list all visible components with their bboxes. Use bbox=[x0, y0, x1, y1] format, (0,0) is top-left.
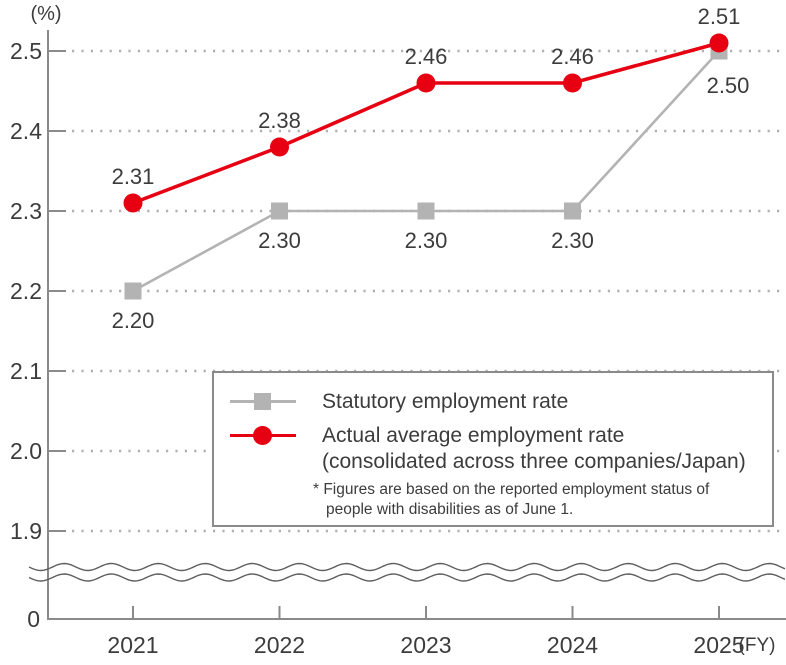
legend-sample-statutory bbox=[230, 389, 296, 413]
legend-item-actual: Actual average employment rate (consolid… bbox=[230, 423, 746, 475]
marker-circle-2022 bbox=[270, 137, 289, 157]
x-axis-label-2024: 2024 bbox=[547, 632, 598, 658]
data-label-actual-2023: 2.46 bbox=[405, 44, 448, 69]
data-label-actual-2021: 2.31 bbox=[112, 164, 155, 189]
data-label-statutory-2023: 2.30 bbox=[405, 228, 448, 253]
y-axis-label-0: 0 bbox=[27, 606, 40, 632]
circle-marker-icon bbox=[253, 426, 272, 445]
legend-label-actual-line2: (consolidated across three companies/Jap… bbox=[322, 450, 746, 473]
axes bbox=[47, 30, 786, 620]
y-axis-label-2.4: 2.4 bbox=[10, 118, 42, 144]
x-axis-label-2021: 2021 bbox=[107, 632, 158, 658]
legend-sample-actual bbox=[230, 423, 296, 447]
y-axis-label-2.2: 2.2 bbox=[10, 278, 42, 304]
y-axis-label-1.9: 1.9 bbox=[10, 518, 42, 544]
chart-legend: Statutory employment rate Actual average… bbox=[212, 371, 774, 527]
legend-label-actual-line1: Actual average employment rate bbox=[322, 424, 625, 447]
data-label-statutory-2022: 2.30 bbox=[258, 228, 301, 253]
y-axis-unit-label: (%) bbox=[30, 3, 61, 25]
x-axis-label-2022: 2022 bbox=[254, 632, 305, 658]
data-label-statutory-2021: 2.20 bbox=[112, 308, 155, 333]
square-marker-icon bbox=[254, 393, 271, 410]
marker-square-2021 bbox=[124, 282, 142, 300]
data-label-actual-2024: 2.46 bbox=[551, 44, 594, 69]
x-axis-label-2025: 2025 bbox=[693, 632, 744, 658]
y-axis-label-2.1: 2.1 bbox=[10, 358, 42, 384]
marker-circle-2025 bbox=[709, 33, 729, 53]
marker-square-2022 bbox=[271, 202, 288, 220]
axis-break-wave-2 bbox=[28, 573, 786, 582]
data-label-actual-2025: 2.51 bbox=[698, 4, 741, 29]
data-label-actual-2022: 2.38 bbox=[258, 108, 301, 133]
y-axis-label-2.3: 2.3 bbox=[10, 198, 42, 224]
legend-footnote: * Figures are based on the reported empl… bbox=[313, 480, 709, 520]
x-axis-label-2023: 2023 bbox=[400, 632, 451, 658]
y-axis-label-2.0: 2.0 bbox=[10, 438, 42, 464]
data-label-statutory-2024: 2.30 bbox=[551, 228, 594, 253]
marker-square-2024 bbox=[564, 202, 581, 220]
legend-label-actual: Actual average employment rate (consolid… bbox=[322, 423, 746, 475]
marker-circle-2023 bbox=[416, 73, 436, 93]
marker-square-2023 bbox=[417, 202, 435, 220]
axis-break-wave-1 bbox=[28, 562, 786, 572]
y-axis-label-2.5: 2.5 bbox=[10, 38, 42, 64]
legend-label-statutory: Statutory employment rate bbox=[322, 390, 569, 413]
legend-item-statutory: Statutory employment rate bbox=[230, 389, 568, 415]
data-label-statutory-2025: 2.50 bbox=[707, 73, 750, 98]
x-axis-unit-label: (FY) bbox=[739, 635, 776, 656]
marker-circle-2024 bbox=[563, 73, 582, 93]
footnote-line1: * Figures are based on the reported empl… bbox=[313, 481, 710, 498]
marker-circle-2021 bbox=[123, 193, 143, 213]
footnote-line2: people with disabilities as of June 1. bbox=[326, 501, 574, 518]
